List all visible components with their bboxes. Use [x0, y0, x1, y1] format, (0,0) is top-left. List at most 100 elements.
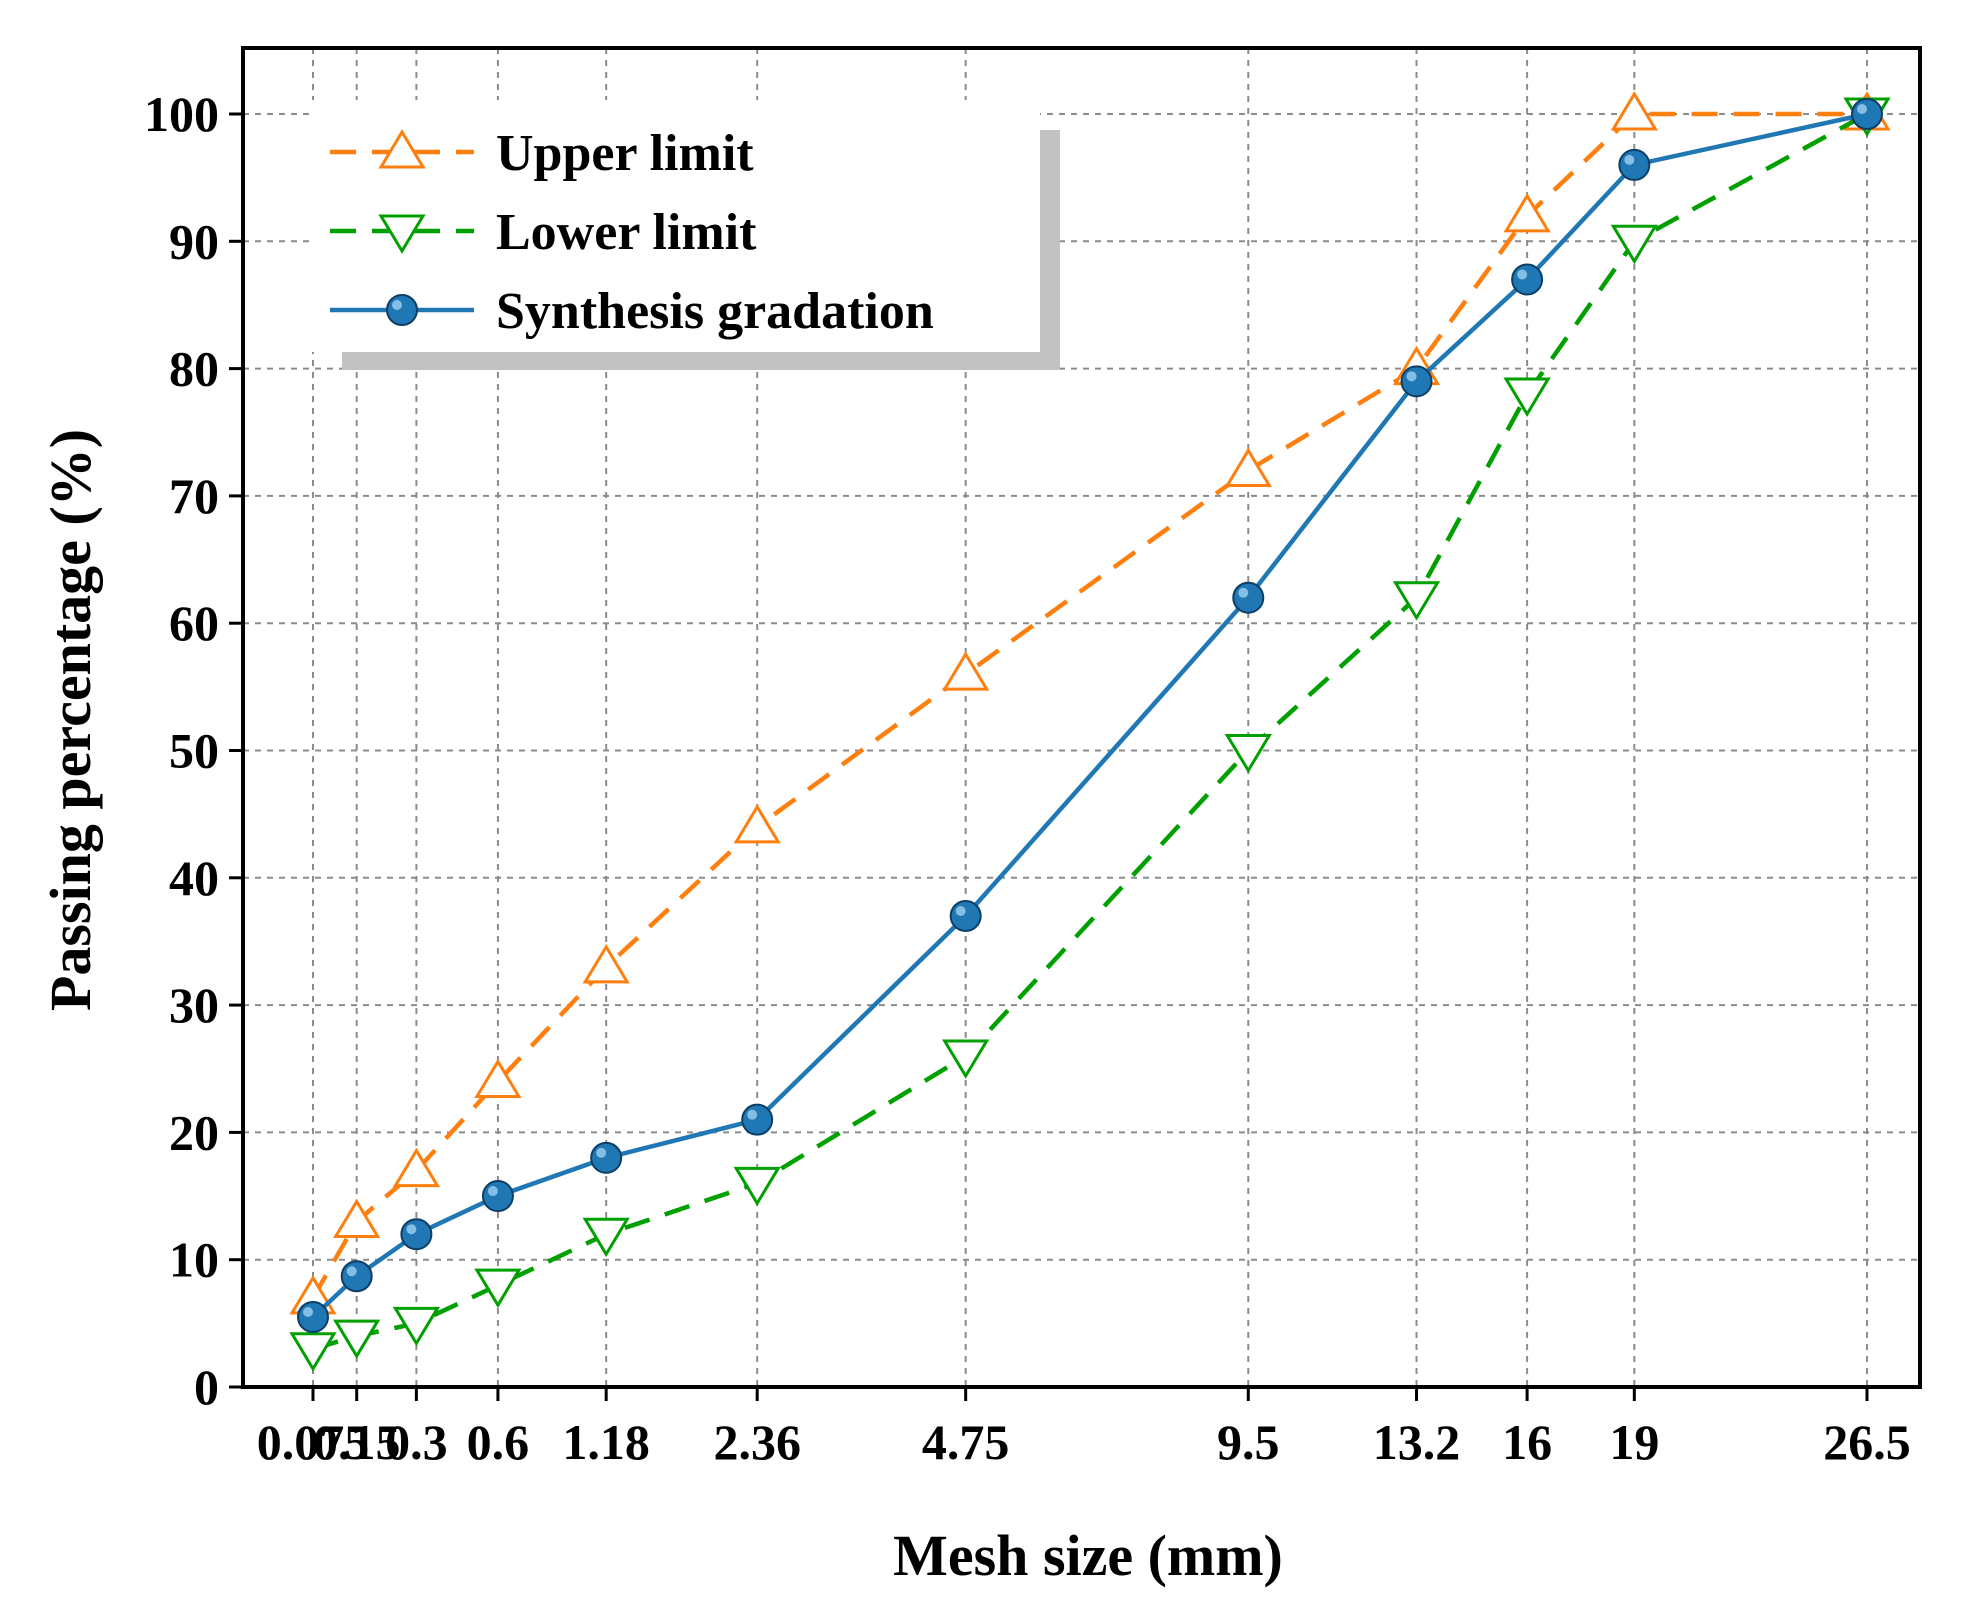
data-point-synthesis-gradation-body [297, 1300, 329, 1333]
series-line-upper-limit [311, 111, 1867, 1300]
data-point-upper-limit [942, 651, 990, 691]
series-layer [289, 91, 1891, 1372]
data-point-synthesis-gradation-highlight [406, 1224, 417, 1235]
legend-label-lower-limit: Lower limit [496, 204, 757, 261]
data-point-synthesis-gradation [481, 1180, 514, 1213]
data-point-synthesis-gradation-highlight [1857, 104, 1867, 114]
data-point-synthesis-gradation-highlight [1238, 587, 1249, 598]
data-point-synthesis-gradation-highlight [1406, 371, 1417, 382]
data-point-synthesis-gradation-highlight [1517, 269, 1528, 280]
x-tick-label: 9.5 [1217, 1414, 1280, 1470]
data-point-synthesis-gradation [1851, 98, 1883, 130]
series-lower-limit [289, 97, 1891, 1372]
data-point-synthesis-gradation [297, 1300, 329, 1333]
data-point-synthesis-gradation-body [481, 1180, 514, 1213]
data-point-synthesis-gradation-body [1851, 98, 1883, 130]
data-point-synthesis-gradation-body [741, 1103, 774, 1136]
data-point-lower-limit [289, 1332, 337, 1372]
data-point-synthesis-gradation-body [400, 1218, 433, 1251]
data-point-upper-limit [333, 1198, 381, 1239]
data-point-synthesis-gradation [400, 1218, 433, 1251]
x-tick-label: 19 [1609, 1414, 1659, 1470]
legend: Upper limit Lower limit Synthesis gradatio… [310, 100, 1060, 370]
data-point-synthesis-gradation [1232, 581, 1265, 614]
x-tick-label: 13.2 [1373, 1414, 1461, 1470]
data-point-lower-limit [582, 1217, 630, 1258]
data-point-synthesis-gradation-body [590, 1141, 623, 1174]
data-point-synthesis-gradation-body [1511, 263, 1544, 296]
data-point-synthesis-gradation [741, 1103, 774, 1136]
x-tick-label: 0.3 [385, 1414, 448, 1470]
y-tick-label: 100 [144, 86, 219, 142]
data-point-upper-limit [1503, 192, 1551, 233]
data-point-synthesis-gradation [1618, 148, 1651, 181]
y-axis-title: Passing percentage (%) [38, 429, 103, 1011]
data-point-synthesis-gradation-highlight [303, 1306, 313, 1317]
data-point-upper-limit [733, 803, 781, 844]
data-point-lower-limit [392, 1306, 441, 1347]
y-tick-label: 70 [169, 468, 219, 524]
data-point-synthesis-gradation [949, 899, 982, 932]
y-tick-label: 20 [169, 1104, 219, 1160]
y-tick-label: 90 [169, 213, 219, 269]
data-point-synthesis-gradation-highlight [1624, 154, 1635, 165]
legend-marker-synthesis-gradation-body [386, 294, 418, 326]
data-point-upper-limit [1224, 447, 1272, 487]
y-tick-label: 50 [169, 723, 219, 779]
x-tick-label: 0.075 [257, 1414, 370, 1470]
y-tick-label: 40 [169, 850, 219, 906]
data-point-synthesis-gradation-highlight [487, 1186, 498, 1197]
data-point-lower-limit [1224, 734, 1272, 774]
x-tick-label: 4.75 [922, 1414, 1010, 1470]
series-synthesis-gradation [297, 98, 1883, 1333]
y-tick-label: 30 [169, 977, 219, 1033]
legend-item-upper-limit: Upper limit [330, 125, 754, 182]
data-point-upper-limit [582, 943, 630, 984]
plot-frame [241, 46, 1922, 1389]
y-tick-label: 0 [194, 1359, 219, 1415]
x-tick-label: 0.15 [313, 1414, 401, 1470]
x-tick-label: 26.5 [1823, 1414, 1911, 1470]
legend-label-synthesis-gradation: Synthesis gradation [496, 283, 934, 340]
legend-marker-synthesis-gradation [386, 294, 418, 326]
legend-item-lower-limit: Lower limit [330, 204, 757, 261]
data-point-synthesis-gradation-body [1400, 365, 1433, 398]
y-tick-label: 60 [169, 595, 219, 651]
data-point-synthesis-gradation [1400, 365, 1433, 398]
data-point-lower-limit [1610, 224, 1658, 265]
data-point-synthesis-gradation-highlight [596, 1147, 607, 1158]
data-point-lower-limit [333, 1319, 381, 1359]
legend-item-synthesis-gradation: Synthesis gradation [330, 283, 934, 340]
legend-marker-upper-limit [378, 129, 426, 169]
x-tick-label: 2.36 [713, 1414, 801, 1470]
legend-marker-lower-limit [378, 214, 426, 254]
x-tick-label: 1.18 [562, 1414, 650, 1470]
data-point-synthesis-gradation-highlight [346, 1266, 357, 1277]
x-axis-title: Mesh size (mm) [893, 1523, 1283, 1588]
data-point-lower-limit [1503, 377, 1551, 417]
data-point-synthesis-gradation-highlight [747, 1109, 758, 1120]
data-point-upper-limit [392, 1147, 441, 1188]
data-point-synthesis-gradation [340, 1260, 373, 1293]
data-point-lower-limit [474, 1268, 522, 1309]
data-point-lower-limit [1392, 581, 1441, 621]
data-point-upper-limit [1610, 91, 1658, 131]
data-point-synthesis-gradation-body [340, 1260, 373, 1293]
data-point-synthesis-gradation [590, 1141, 623, 1174]
data-point-lower-limit [942, 1039, 990, 1079]
data-point-upper-limit [474, 1058, 522, 1098]
data-point-synthesis-gradation-body [1618, 148, 1651, 181]
data-point-synthesis-gradation-body [949, 899, 982, 932]
y-tick-label: 80 [169, 341, 219, 397]
legend-marker-synthesis-gradation-highlight [392, 300, 402, 310]
x-tick-label: 0.6 [467, 1414, 530, 1470]
legend-label-upper-limit: Upper limit [496, 125, 754, 182]
x-tick-label: 16 [1502, 1414, 1552, 1470]
y-tick-label: 10 [169, 1232, 219, 1288]
data-point-lower-limit [733, 1166, 781, 1207]
data-point-synthesis-gradation-highlight [955, 905, 966, 916]
data-point-synthesis-gradation-body [1232, 581, 1265, 614]
data-point-synthesis-gradation [1511, 263, 1544, 296]
